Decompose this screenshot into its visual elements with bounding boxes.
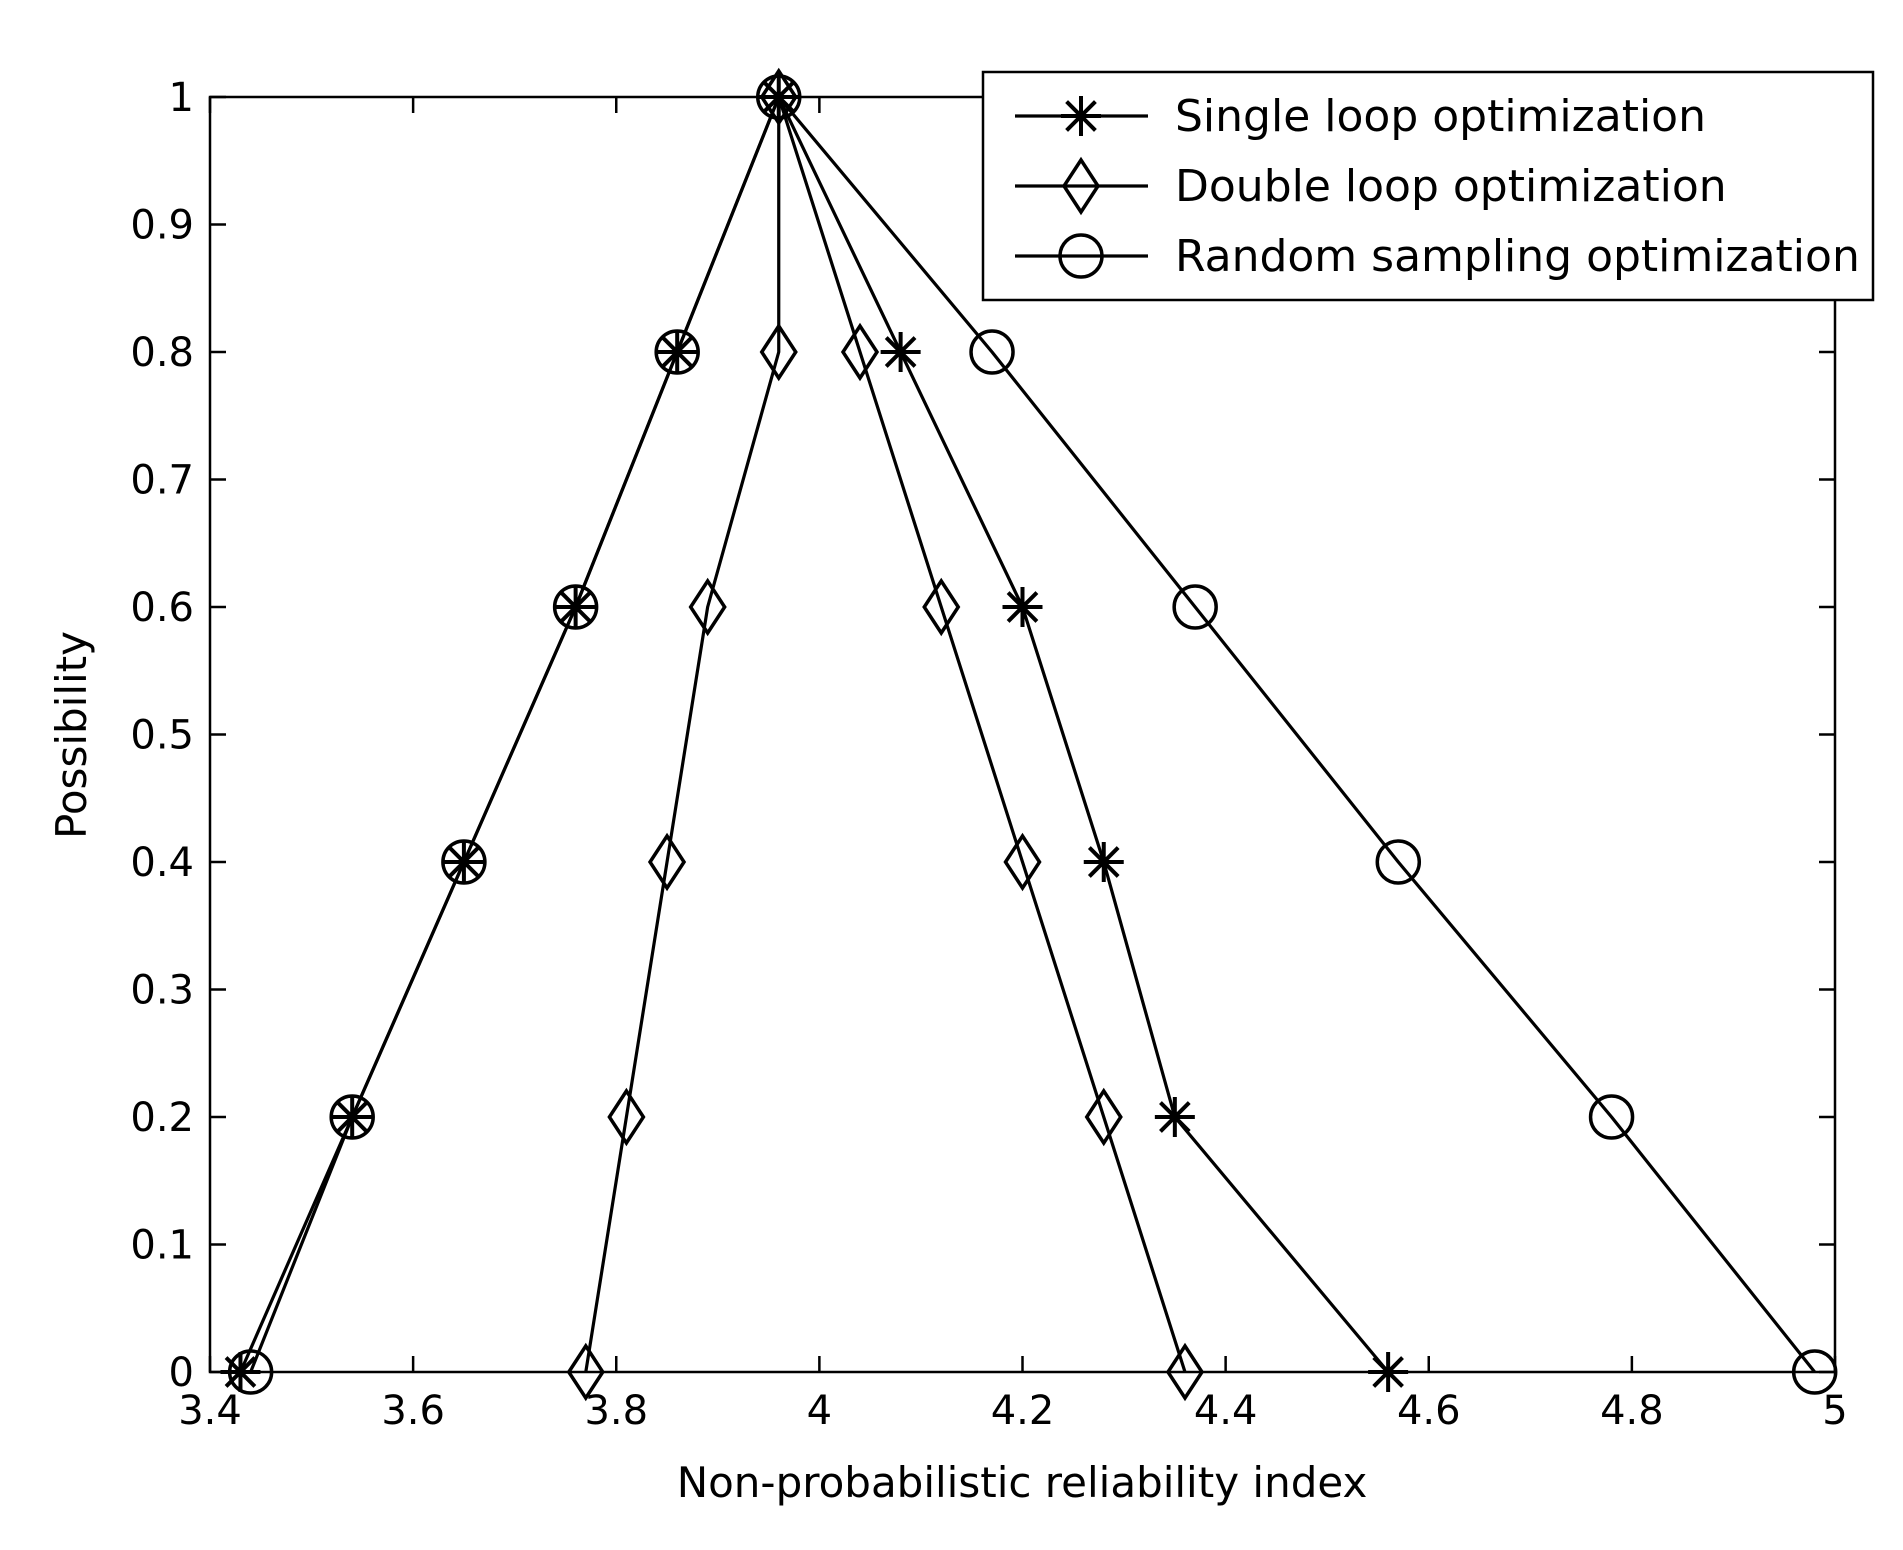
x-tick-label: 3.4 (178, 1388, 242, 1434)
data-point-circle (654, 329, 700, 375)
data-point-asterisk (1154, 1097, 1195, 1137)
legend-item: Single loop optimization (1015, 91, 1706, 142)
data-point-circle (441, 839, 487, 885)
data-point-circle (1791, 1349, 1838, 1395)
data-point-diamond (1084, 1087, 1123, 1147)
legend: Single loop optimization Double loop opti… (981, 70, 1875, 302)
y-axis-title: Possibility (47, 631, 96, 839)
data-point-diamond (759, 67, 798, 127)
series-circle (227, 74, 1838, 1395)
y-tick-label: 0.5 (130, 713, 194, 759)
y-tick-label: 0.8 (130, 330, 194, 376)
data-point-asterisk (1083, 842, 1124, 882)
data-point-diamond (1165, 1342, 1205, 1402)
series-line (249, 95, 1816, 1373)
legend-marker-asterisk (1061, 96, 1101, 136)
legend-marker-diamond (1061, 156, 1101, 216)
data-point-diamond (759, 322, 798, 382)
x-tick-label: 3.6 (381, 1388, 445, 1434)
x-tick-label: 4.2 (991, 1388, 1055, 1434)
data-point-diamond (840, 322, 880, 382)
legend-item: Random sampling optimization (1015, 231, 1860, 282)
legend-label: Random sampling optimization (1175, 231, 1860, 282)
y-tick-label: 0.4 (130, 840, 194, 886)
data-point-circle (552, 584, 599, 630)
data-point-diamond (607, 1087, 646, 1147)
legend-marker-circle (1058, 233, 1104, 279)
data-point-circle (969, 329, 1015, 375)
data-point-diamond (647, 832, 687, 892)
x-tick-label: 4.8 (1600, 1388, 1664, 1434)
x-tick-label: 4 (807, 1388, 832, 1434)
y-tick-label: 0 (169, 1350, 194, 1396)
x-tick-label: 3.8 (584, 1388, 648, 1434)
x-tick-label: 4.6 (1397, 1388, 1461, 1434)
data-point-circle (1588, 1094, 1635, 1140)
x-axis-title: Non-probabilistic reliability index (677, 1458, 1368, 1507)
y-tick-label: 1 (169, 75, 194, 121)
data-point-circle (1375, 839, 1422, 885)
x-tick-label: 4.4 (1194, 1388, 1258, 1434)
data-point-circle (227, 1349, 274, 1395)
data-point-diamond (566, 1342, 605, 1402)
legend-item: Double loop optimization (1015, 156, 1727, 216)
data-point-asterisk (880, 332, 921, 372)
y-tick-label: 0.1 (130, 1223, 194, 1269)
legend-label: Double loop optimization (1175, 161, 1727, 212)
y-tick-label: 0.2 (130, 1095, 194, 1141)
y-tick-label: 0.6 (130, 585, 194, 631)
x-tick-label: 5 (1822, 1388, 1847, 1434)
y-tick-label: 0.7 (130, 458, 194, 504)
axis-ticks: 3.4 3.6 3.8 4 4.2 4.4 4.6 4.8 5 0 0.1 0.2 0.3 0.4 0.5 0… (130, 75, 1847, 1434)
data-point-circle (329, 1094, 375, 1140)
legend-label: Single loop optimization (1175, 91, 1706, 142)
data-point-diamond (922, 577, 961, 637)
y-tick-label: 0.9 (130, 203, 194, 249)
data-point-asterisk (1002, 587, 1043, 627)
data-point-asterisk (220, 1352, 261, 1392)
data-point-circle (756, 74, 802, 120)
data-point-diamond (1003, 832, 1042, 892)
data-point-asterisk (1368, 1352, 1409, 1392)
data-point-diamond (688, 577, 727, 637)
data-point-circle (1172, 584, 1218, 630)
y-tick-label: 0.3 (130, 968, 194, 1014)
series-layer (220, 67, 1838, 1402)
